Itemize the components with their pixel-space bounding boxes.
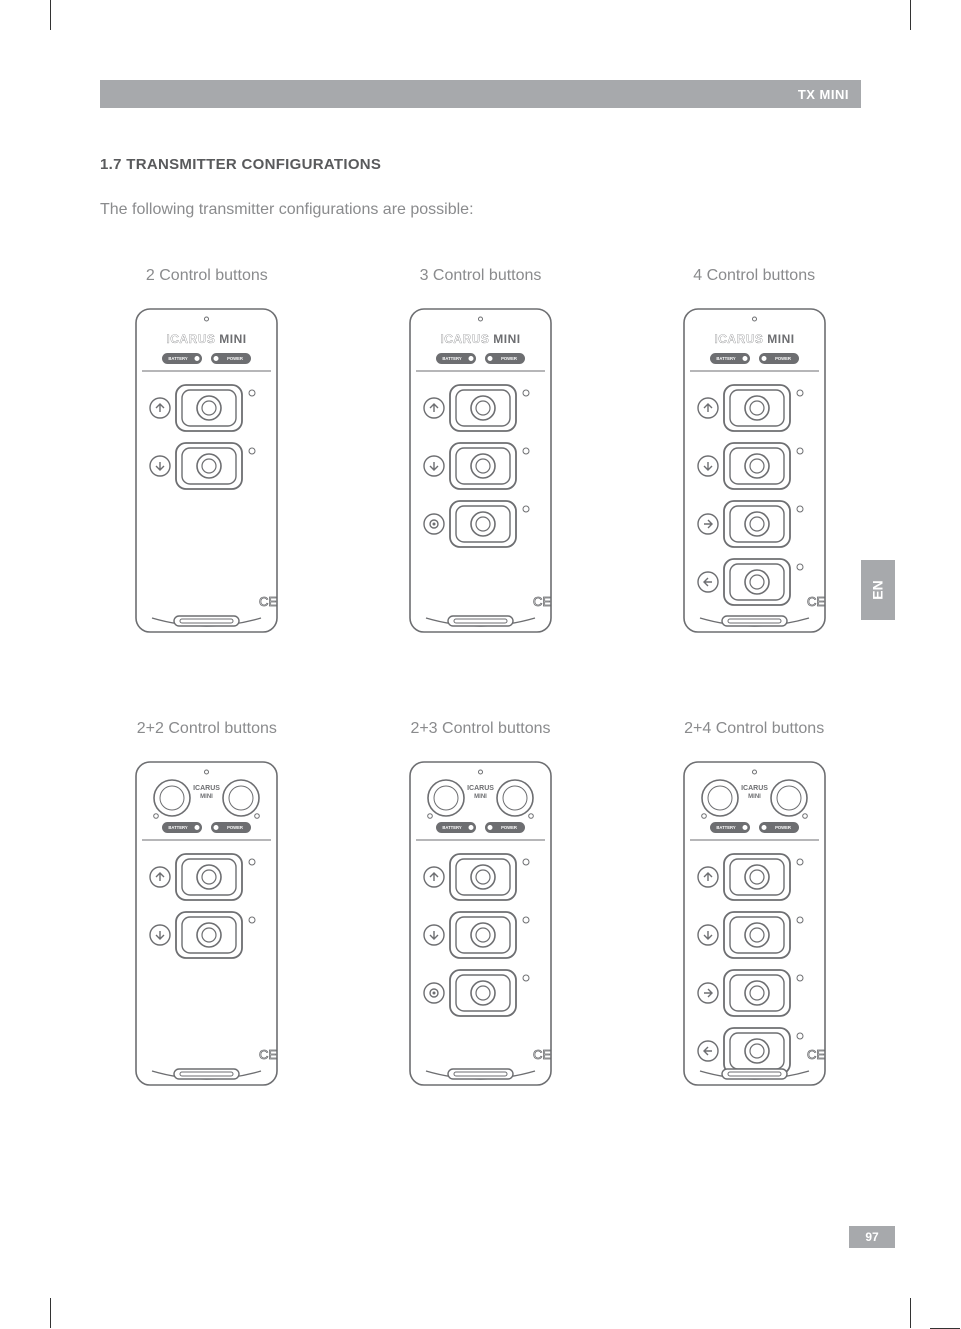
config-cell: 4 Control buttons ICARUS MINI BATTERY POWER…: [647, 267, 861, 648]
product-name: TX MINI: [798, 87, 849, 102]
svg-text:CE: CE: [807, 594, 825, 609]
svg-text:BATTERY: BATTERY: [169, 825, 189, 830]
config-cell: 3 Control buttons ICARUS MINI BATTERY POWER…: [374, 267, 588, 648]
svg-text:ICARUS: ICARUS: [741, 785, 768, 792]
remote-diagram: ICARUS MINI BATTERY POWER CE: [408, 303, 553, 648]
remote-diagram: ICARUS MINI BATTERY POWER CE: [408, 756, 553, 1101]
svg-text:POWER: POWER: [501, 825, 517, 830]
config-label: 4 Control buttons: [647, 267, 861, 285]
config-label: 2+3 Control buttons: [374, 720, 588, 738]
config-cell: 2+2 Control buttons ICARUS MINI BATTERY POWE…: [100, 720, 314, 1101]
svg-text:CE: CE: [259, 1047, 277, 1062]
svg-text:ICARUS MINI: ICARUS MINI: [440, 332, 520, 346]
svg-text:POWER: POWER: [227, 825, 243, 830]
svg-text:BATTERY: BATTERY: [169, 356, 189, 361]
page-content: TX MINI 1.7 TRANSMITTER CONFIGURATIONS T…: [100, 80, 861, 1248]
svg-text:BATTERY: BATTERY: [442, 356, 462, 361]
config-grid: 2 Control buttons ICARUS MINI BATTERY POWER…: [100, 267, 861, 1101]
page-number: 97: [849, 1226, 895, 1248]
remote-diagram: ICARUS MINI BATTERY POWER CE: [682, 756, 827, 1101]
remote-diagram: ICARUS MINI BATTERY POWER CE: [134, 756, 279, 1101]
remote-diagram: ICARUS MINI BATTERY POWER CE: [134, 303, 279, 648]
svg-text:CE: CE: [259, 594, 277, 609]
config-label: 2 Control buttons: [100, 267, 314, 285]
svg-text:POWER: POWER: [501, 356, 517, 361]
svg-text:MINI: MINI: [200, 794, 213, 800]
config-cell: 2+4 Control buttons ICARUS MINI BATTERY POWE…: [647, 720, 861, 1101]
svg-text:MINI: MINI: [748, 794, 761, 800]
config-cell: 2+3 Control buttons ICARUS MINI BATTERY POWE…: [374, 720, 588, 1101]
svg-text:BATTERY: BATTERY: [442, 825, 462, 830]
svg-text:ICARUS: ICARUS: [467, 785, 494, 792]
language-tab: EN: [861, 560, 895, 620]
svg-text:POWER: POWER: [775, 356, 791, 361]
svg-text:ICARUS MINI: ICARUS MINI: [167, 332, 247, 346]
remote-diagram: ICARUS MINI BATTERY POWER CE: [682, 303, 827, 648]
svg-text:ICARUS MINI: ICARUS MINI: [714, 332, 794, 346]
config-label: 3 Control buttons: [374, 267, 588, 285]
svg-text:POWER: POWER: [775, 825, 791, 830]
intro-text: The following transmitter configurations…: [100, 201, 861, 219]
section-title: 1.7 TRANSMITTER CONFIGURATIONS: [100, 156, 861, 173]
header-bar: TX MINI: [100, 80, 861, 108]
config-label: 2+2 Control buttons: [100, 720, 314, 738]
svg-text:POWER: POWER: [227, 356, 243, 361]
svg-text:CE: CE: [533, 1047, 551, 1062]
svg-text:BATTERY: BATTERY: [716, 825, 736, 830]
svg-text:CE: CE: [533, 594, 551, 609]
svg-text:ICARUS: ICARUS: [193, 785, 220, 792]
config-label: 2+4 Control buttons: [647, 720, 861, 738]
svg-text:BATTERY: BATTERY: [716, 356, 736, 361]
config-cell: 2 Control buttons ICARUS MINI BATTERY POWER…: [100, 267, 314, 648]
svg-text:CE: CE: [807, 1047, 825, 1062]
svg-text:MINI: MINI: [474, 794, 487, 800]
